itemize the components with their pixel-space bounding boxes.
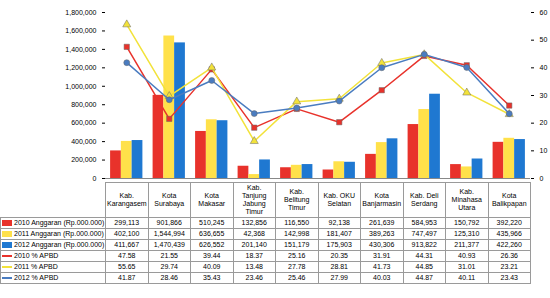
html-text:261,639: 261,639 <box>369 219 395 226</box>
html-text:636,655: 636,655 <box>199 230 225 237</box>
html-text:31.01: 31.01 <box>458 263 476 270</box>
html-text:27.99: 27.99 <box>330 274 348 281</box>
html-text:25.46: 25.46 <box>288 274 306 281</box>
html-text:422,260: 422,260 <box>496 241 522 248</box>
html-text:Kab. Tanjung Jabung Timur: Kab. Tanjung Jabung Timur <box>242 184 267 215</box>
html-text:Kab. Minahasa Utara: Kab. Minahasa Utara <box>451 188 482 211</box>
html-text:26.36: 26.36 <box>500 252 518 259</box>
html-text:Kota Balikpapan: Kota Balikpapan <box>491 192 527 207</box>
html-text:2011 % APBD: 2011 % APBD <box>14 263 58 270</box>
html-text:Kota Surabaya: Kota Surabaya <box>154 192 185 207</box>
svg-text:0: 0 <box>540 175 544 182</box>
html-text:584,953: 584,953 <box>411 219 437 226</box>
svg-text:1,400,000: 1,400,000 <box>65 46 96 53</box>
html-text:2012 % APBD: 2012 % APBD <box>14 274 59 281</box>
html-text:25.16: 25.16 <box>288 252 306 259</box>
html-text:2010 Anggaran (Rp.000.000): 2010 Anggaran (Rp.000.000) <box>14 219 105 226</box>
html-text:42,368: 42,368 <box>243 230 265 237</box>
svg-text:20: 20 <box>540 119 548 126</box>
html-text:55.65: 55.65 <box>118 263 136 270</box>
html-text:430,306: 430,306 <box>369 241 395 248</box>
html-text:181,407: 181,407 <box>326 230 352 237</box>
html-text:35.43: 35.43 <box>203 274 221 281</box>
html-text:40.03: 40.03 <box>373 274 391 281</box>
html-text:435,966: 435,966 <box>496 230 522 237</box>
html-text:2012 Anggaran (Rp.000.000): 2012 Anggaran (Rp.000.000) <box>14 241 105 248</box>
html-text:40.09: 40.09 <box>203 263 221 270</box>
html-text:201,140: 201,140 <box>241 241 267 248</box>
html-text:150,792: 150,792 <box>454 219 480 226</box>
html-text:Kab. Karangasem: Kab. Karangasem <box>107 192 147 207</box>
html-text:411,667: 411,667 <box>114 241 140 248</box>
html-text:28.81: 28.81 <box>330 263 348 270</box>
html-text:510,245: 510,245 <box>199 219 225 226</box>
html-text:913,822: 913,822 <box>411 241 437 248</box>
html-text:Kab. Belitung Timur: Kab. Belitung Timur <box>284 188 310 211</box>
html-text:23.43: 23.43 <box>500 274 518 281</box>
svg-text:50: 50 <box>540 36 548 43</box>
svg-text:40: 40 <box>540 64 548 71</box>
html-text:44.87: 44.87 <box>415 274 433 281</box>
svg-text:1,800,000: 1,800,000 <box>65 9 96 16</box>
html-text:2011 Anggaran (Rp.000.000): 2011 Anggaran (Rp.000.000) <box>14 230 104 237</box>
html-text:41.87: 41.87 <box>118 274 136 281</box>
svg-text:1,000,000: 1,000,000 <box>65 83 96 90</box>
html-text:21.55: 21.55 <box>160 252 178 259</box>
html-text:626,552: 626,552 <box>199 241 225 248</box>
html-text:Kab. Deli Serdang: Kab. Deli Serdang <box>410 192 439 207</box>
svg-text:600,000: 600,000 <box>71 119 96 126</box>
html-text:41.73: 41.73 <box>373 263 391 270</box>
svg-text:800,000: 800,000 <box>71 101 96 108</box>
html-text:142,998: 142,998 <box>284 230 310 237</box>
html-text:29.74: 29.74 <box>160 263 178 270</box>
html-text:402,100: 402,100 <box>114 230 140 237</box>
html-text:299,113: 299,113 <box>114 219 140 226</box>
html-text:151,179: 151,179 <box>284 241 310 248</box>
html-text:40.11: 40.11 <box>458 274 476 281</box>
html-text:1,470,439: 1,470,439 <box>153 241 185 248</box>
html-text:Kab. OKU Selatan: Kab. OKU Selatan <box>323 192 355 207</box>
svg-text:0: 0 <box>93 175 97 182</box>
html-text:389,263: 389,263 <box>369 230 395 237</box>
html-text:44.85: 44.85 <box>415 263 433 270</box>
html-text:132,856: 132,856 <box>241 219 267 226</box>
html-text:27.78: 27.78 <box>288 263 306 270</box>
html-text:47.58: 47.58 <box>118 252 136 259</box>
html-text:Kota Banjarmasin: Kota Banjarmasin <box>362 192 402 207</box>
html-text:92,138: 92,138 <box>328 219 350 226</box>
html-text:40.93: 40.93 <box>458 252 476 259</box>
html-text:28.46: 28.46 <box>160 274 178 281</box>
html-text:31.91: 31.91 <box>373 252 391 259</box>
html-text:39.44: 39.44 <box>203 252 221 259</box>
html-text:125,310: 125,310 <box>454 230 480 237</box>
html-text:211,377: 211,377 <box>454 241 480 248</box>
html-text:18.37: 18.37 <box>245 252 263 259</box>
html-text:44.31: 44.31 <box>415 252 433 259</box>
svg-text:1,600,000: 1,600,000 <box>65 27 96 34</box>
html-text:747,497: 747,497 <box>411 230 437 237</box>
svg-text:60: 60 <box>540 9 548 16</box>
html-text:2010 % APBD: 2010 % APBD <box>14 252 59 259</box>
html-text:23.46: 23.46 <box>245 274 263 281</box>
html-text:23.21: 23.21 <box>500 263 518 270</box>
svg-text:10: 10 <box>540 147 548 154</box>
html-text:1,544,994: 1,544,994 <box>153 230 185 237</box>
html-text:175,903: 175,903 <box>326 241 352 248</box>
svg-text:400,000: 400,000 <box>71 138 96 145</box>
html-text:20.35: 20.35 <box>330 252 348 259</box>
html-text:13.48: 13.48 <box>245 263 263 270</box>
svg-text:1,200,000: 1,200,000 <box>65 64 96 71</box>
html-text:392,220: 392,220 <box>496 219 522 226</box>
html-text:Kota Makasar: Kota Makasar <box>198 192 226 207</box>
svg-text:30: 30 <box>540 92 548 99</box>
svg-text:200,000: 200,000 <box>71 156 96 163</box>
html-text:116,550: 116,550 <box>284 219 310 226</box>
html-text:901,866: 901,866 <box>156 219 182 226</box>
